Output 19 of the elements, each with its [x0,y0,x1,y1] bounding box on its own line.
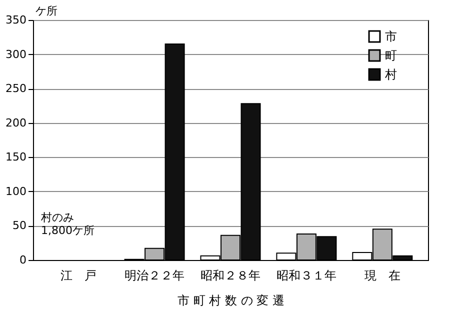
x-tick-label: 江 戸 [60,268,97,282]
y-tick-label: 250 [6,82,26,96]
x-tick-label: 昭和３１年 [276,268,336,282]
legend-label: 町 [385,48,397,62]
x-tick-label: 昭和２８年 [200,268,260,282]
x-axis-title: 市 町 村 数 の 変 遷 [178,294,284,308]
y-tick-label: 350 [6,14,26,26]
x-tick-label: 現 在 [364,268,400,282]
y-tick-label: 100 [6,184,26,198]
y-tick-label: 150 [6,150,26,164]
y-axis-title: ケ所 [36,4,58,18]
legend-label: 村 [384,68,397,82]
x-tick-label: 明治２２年 [124,268,185,282]
y-tick-label: 0 [20,254,26,266]
annotation: 村のみ 1,800ケ所 [40,211,94,237]
legend-label: 市 [385,30,397,44]
y-tick-label: 200 [6,116,26,130]
y-tick-label: 50 [12,219,26,232]
y-tick-label: 300 [6,48,26,61]
